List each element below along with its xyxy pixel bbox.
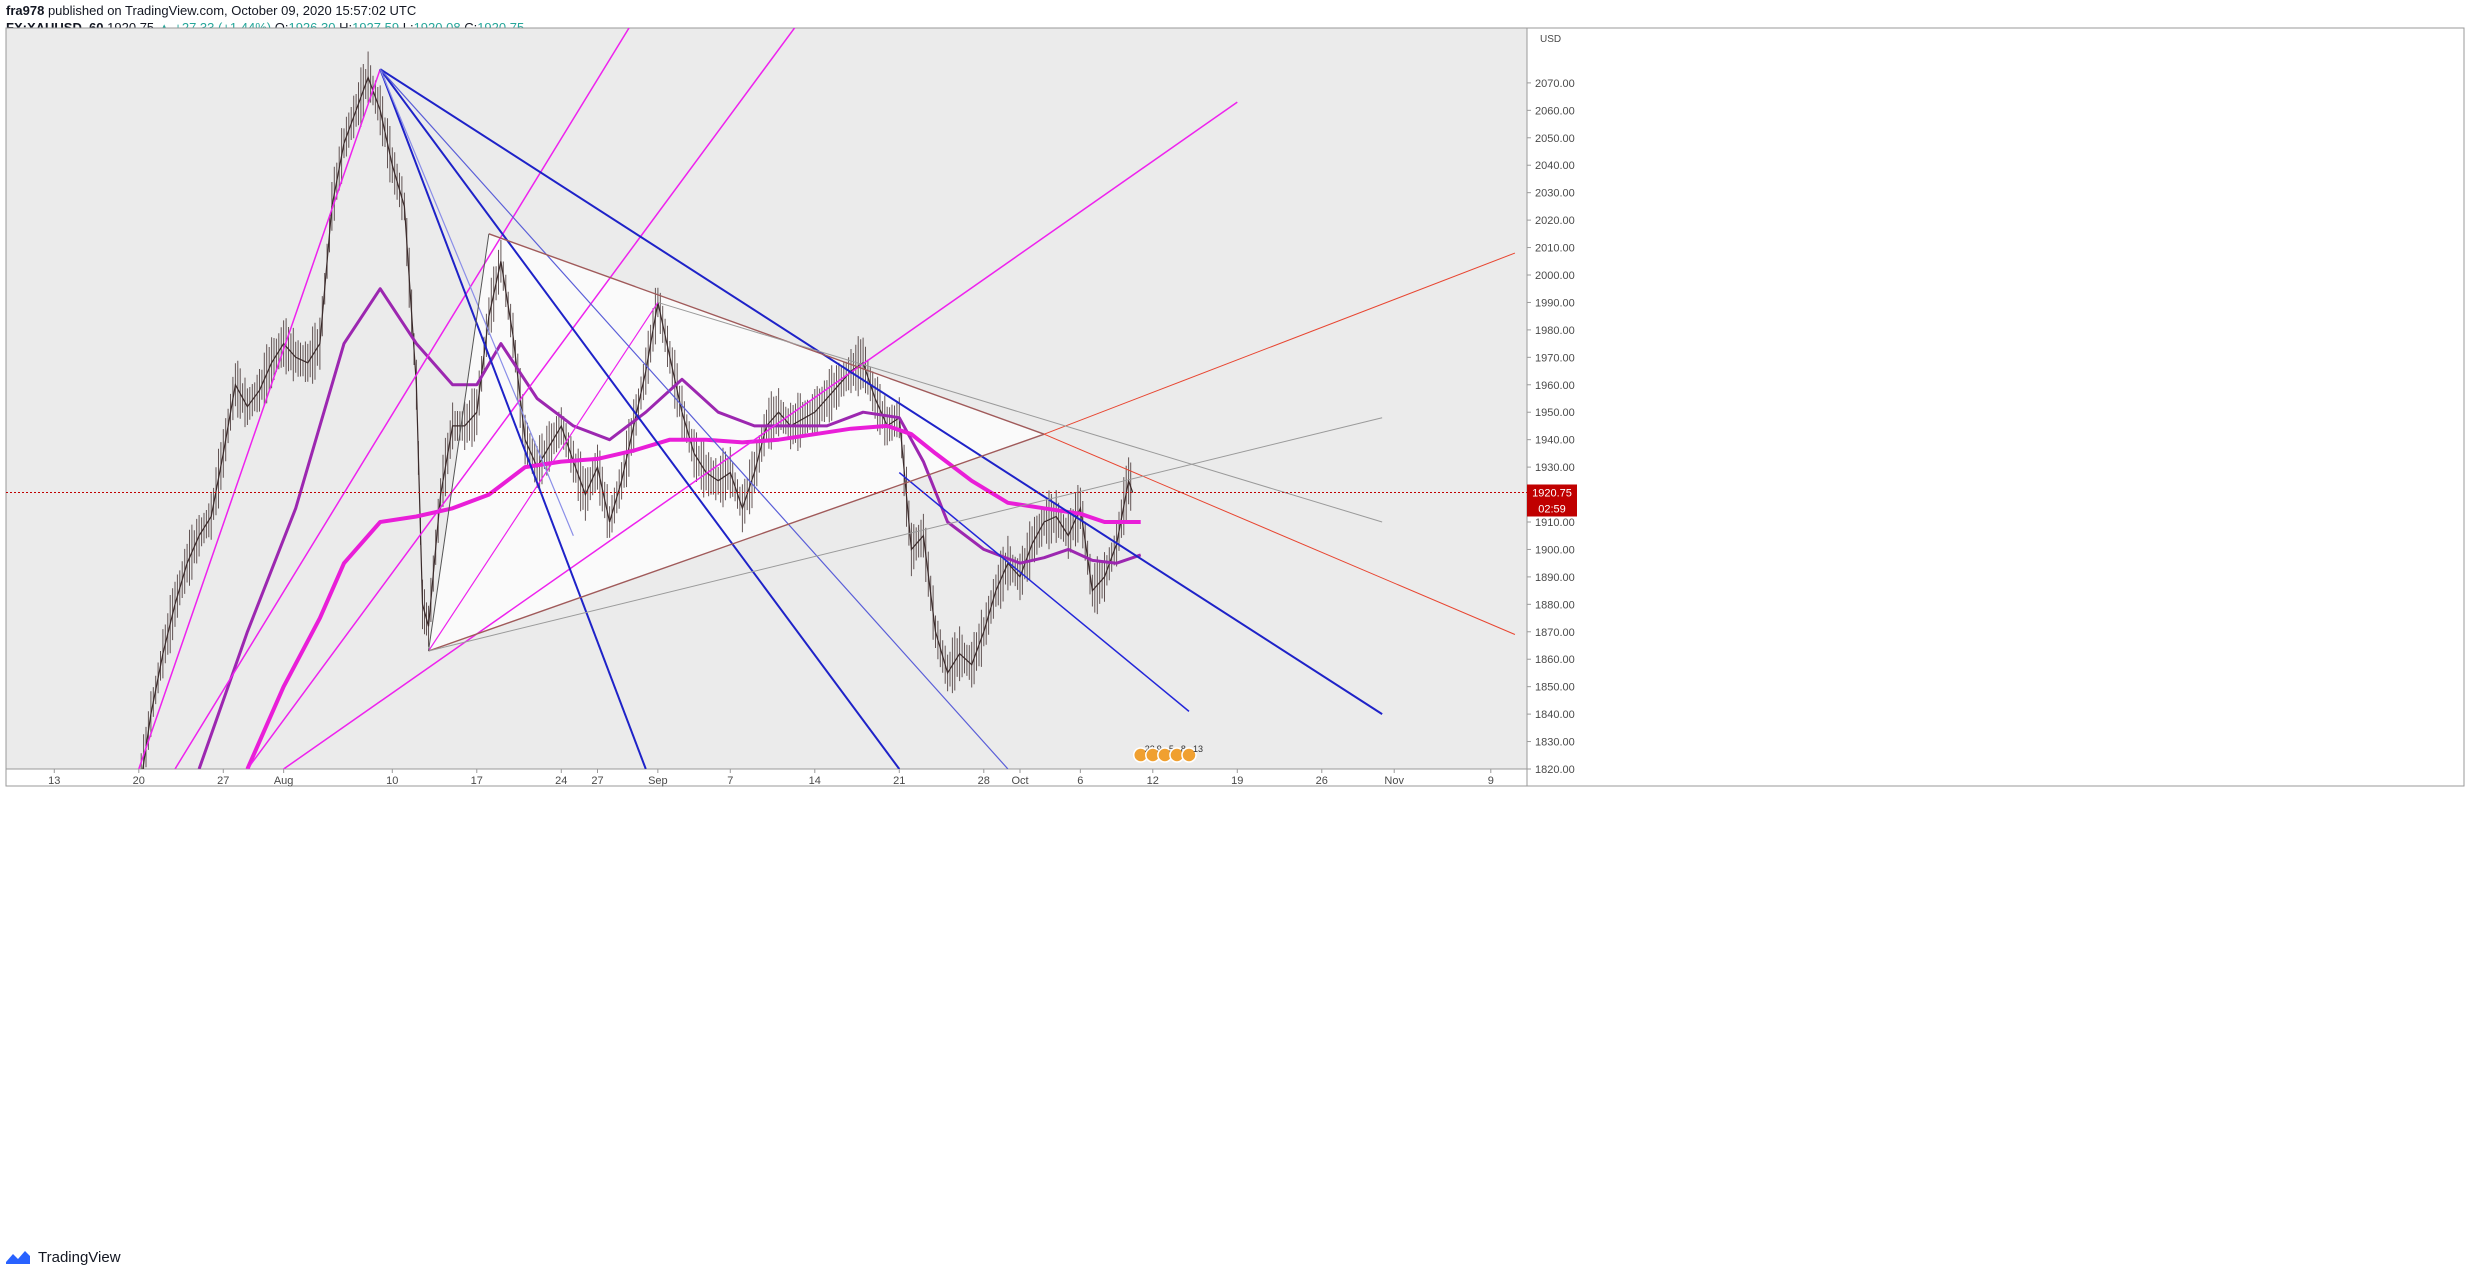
y-tick-label: 1860.00 bbox=[1535, 654, 1575, 666]
trendline bbox=[379, 68, 647, 769]
x-tick-label: 24 bbox=[555, 775, 567, 787]
trendline bbox=[379, 68, 901, 769]
y-tick-label: 1890.00 bbox=[1535, 572, 1575, 584]
event-marker-count: 8 bbox=[1181, 744, 1186, 754]
x-tick-label: Aug bbox=[274, 775, 294, 787]
trendline bbox=[138, 68, 381, 769]
trendline bbox=[657, 301, 1383, 523]
y-tick-label: 1830.00 bbox=[1535, 737, 1575, 749]
x-tick-label: 21 bbox=[893, 775, 905, 787]
x-tick-label: 26 bbox=[1316, 775, 1328, 787]
x-tick-label: Oct bbox=[1011, 775, 1028, 787]
x-tick-label: 17 bbox=[471, 775, 483, 787]
y-tick-label: 2020.00 bbox=[1535, 215, 1575, 227]
x-tick-label: 6 bbox=[1077, 775, 1083, 787]
current-price-value: 1920.75 bbox=[1532, 487, 1572, 499]
plot-layer bbox=[6, 28, 1527, 769]
currency-label: USD bbox=[1540, 34, 1561, 45]
x-tick-label: 12 bbox=[1147, 775, 1159, 787]
x-tick-label: 10 bbox=[386, 775, 398, 787]
y-tick-label: 1840.00 bbox=[1535, 709, 1575, 721]
y-tick-label: 2030.00 bbox=[1535, 188, 1575, 200]
footer-brand[interactable]: TradingView bbox=[38, 1248, 121, 1266]
y-tick-label: 1980.00 bbox=[1535, 325, 1575, 337]
author-link[interactable]: fra978 bbox=[6, 3, 45, 18]
trendline bbox=[1043, 252, 1516, 435]
trendline bbox=[898, 472, 1190, 712]
event-marker-count: 9 bbox=[1157, 744, 1162, 754]
footer: TradingView bbox=[4, 1246, 121, 1268]
countdown-value: 02:59 bbox=[1538, 503, 1566, 515]
trendline bbox=[379, 68, 1009, 769]
x-tick-label: 28 bbox=[978, 775, 990, 787]
trendline bbox=[379, 68, 1383, 715]
time-axis bbox=[5, 768, 1528, 787]
event-marker-count: 13 bbox=[1193, 744, 1203, 754]
current-price-tag bbox=[1527, 484, 1577, 501]
y-tick-label: 1850.00 bbox=[1535, 682, 1575, 694]
y-tick-label: 2070.00 bbox=[1535, 78, 1575, 90]
moving-average-1 bbox=[197, 287, 1142, 769]
y-tick-label: 1870.00 bbox=[1535, 627, 1575, 639]
trendline bbox=[428, 417, 1383, 652]
y-tick-label: 1970.00 bbox=[1535, 352, 1575, 364]
trendline bbox=[427, 302, 659, 652]
x-tick-label: Sep bbox=[648, 775, 668, 787]
event-marker-count: 5 bbox=[1169, 744, 1174, 754]
y-tick-label: 1820.00 bbox=[1535, 764, 1575, 776]
candlestick-body-trace bbox=[142, 75, 1134, 769]
y-tick-label: 1930.00 bbox=[1535, 462, 1575, 474]
x-tick-label: 19 bbox=[1231, 775, 1243, 787]
y-tick-label: 2010.00 bbox=[1535, 243, 1575, 255]
y-tick-label: 1940.00 bbox=[1535, 435, 1575, 447]
publish-text: published on TradingView.com, October 09… bbox=[47, 3, 417, 18]
y-tick-label: 1910.00 bbox=[1535, 517, 1575, 529]
x-tick-label: 27 bbox=[591, 775, 603, 787]
publish-info: fra978 published on TradingView.com, Oct… bbox=[6, 2, 1406, 19]
y-tick-label: 2060.00 bbox=[1535, 105, 1575, 117]
trendline bbox=[428, 233, 490, 652]
y-tick-label: 1900.00 bbox=[1535, 544, 1575, 556]
y-tick-label: 2000.00 bbox=[1535, 270, 1575, 282]
y-tick-label: 2050.00 bbox=[1535, 133, 1575, 145]
y-tick-label: 1960.00 bbox=[1535, 380, 1575, 392]
price-axis bbox=[1526, 27, 2465, 787]
x-tick-label: 14 bbox=[809, 775, 821, 787]
trendline bbox=[283, 101, 1238, 769]
x-tick-label: 20 bbox=[133, 775, 145, 787]
trendline bbox=[174, 28, 630, 769]
x-tick-label: 27 bbox=[217, 775, 229, 787]
y-tick-label: 1950.00 bbox=[1535, 407, 1575, 419]
trendline bbox=[246, 28, 796, 769]
countdown-tag bbox=[1527, 500, 1577, 517]
moving-average-2 bbox=[245, 423, 1141, 769]
trendline bbox=[488, 233, 1045, 435]
trendline bbox=[1043, 433, 1516, 635]
y-tick-label: 1990.00 bbox=[1535, 297, 1575, 309]
event-marker-icon bbox=[1181, 747, 1197, 763]
x-tick-label: 13 bbox=[48, 775, 60, 787]
trendline bbox=[379, 68, 574, 536]
x-tick-label: Nov bbox=[1384, 775, 1404, 787]
trendline bbox=[428, 433, 1045, 652]
x-tick-label: 7 bbox=[727, 775, 733, 787]
y-tick-label: 1880.00 bbox=[1535, 599, 1575, 611]
x-tick-label: 9 bbox=[1488, 775, 1494, 787]
y-tick-label: 2040.00 bbox=[1535, 160, 1575, 172]
tradingview-logo-icon[interactable] bbox=[4, 1248, 32, 1266]
